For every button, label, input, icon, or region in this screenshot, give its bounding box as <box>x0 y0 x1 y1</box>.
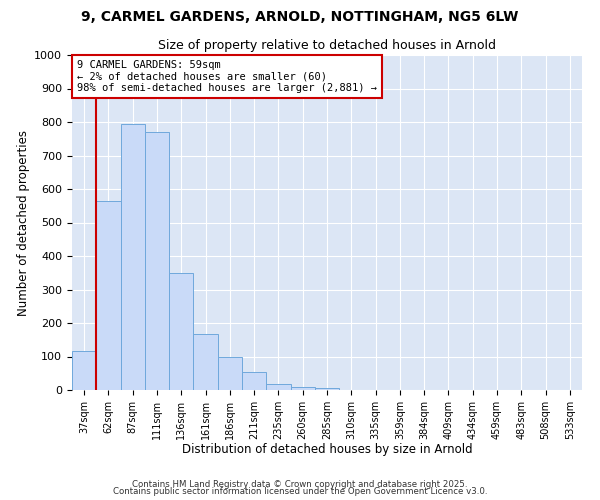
Bar <box>266 384 290 390</box>
Text: 9 CARMEL GARDENS: 59sqm
← 2% of detached houses are smaller (60)
98% of semi-det: 9 CARMEL GARDENS: 59sqm ← 2% of detached… <box>77 60 377 93</box>
Text: Contains public sector information licensed under the Open Government Licence v3: Contains public sector information licen… <box>113 487 487 496</box>
Bar <box>169 273 193 390</box>
Text: Contains HM Land Registry data © Crown copyright and database right 2025.: Contains HM Land Registry data © Crown c… <box>132 480 468 489</box>
Bar <box>121 124 145 390</box>
X-axis label: Distribution of detached houses by size in Arnold: Distribution of detached houses by size … <box>182 444 472 456</box>
Bar <box>290 388 315 390</box>
Bar <box>145 132 169 390</box>
Bar <box>315 388 339 390</box>
Y-axis label: Number of detached properties: Number of detached properties <box>17 130 30 316</box>
Bar <box>72 352 96 390</box>
Bar <box>193 334 218 390</box>
Text: 9, CARMEL GARDENS, ARNOLD, NOTTINGHAM, NG5 6LW: 9, CARMEL GARDENS, ARNOLD, NOTTINGHAM, N… <box>82 10 518 24</box>
Title: Size of property relative to detached houses in Arnold: Size of property relative to detached ho… <box>158 40 496 52</box>
Bar <box>242 372 266 390</box>
Bar <box>218 357 242 390</box>
Bar <box>96 200 121 390</box>
